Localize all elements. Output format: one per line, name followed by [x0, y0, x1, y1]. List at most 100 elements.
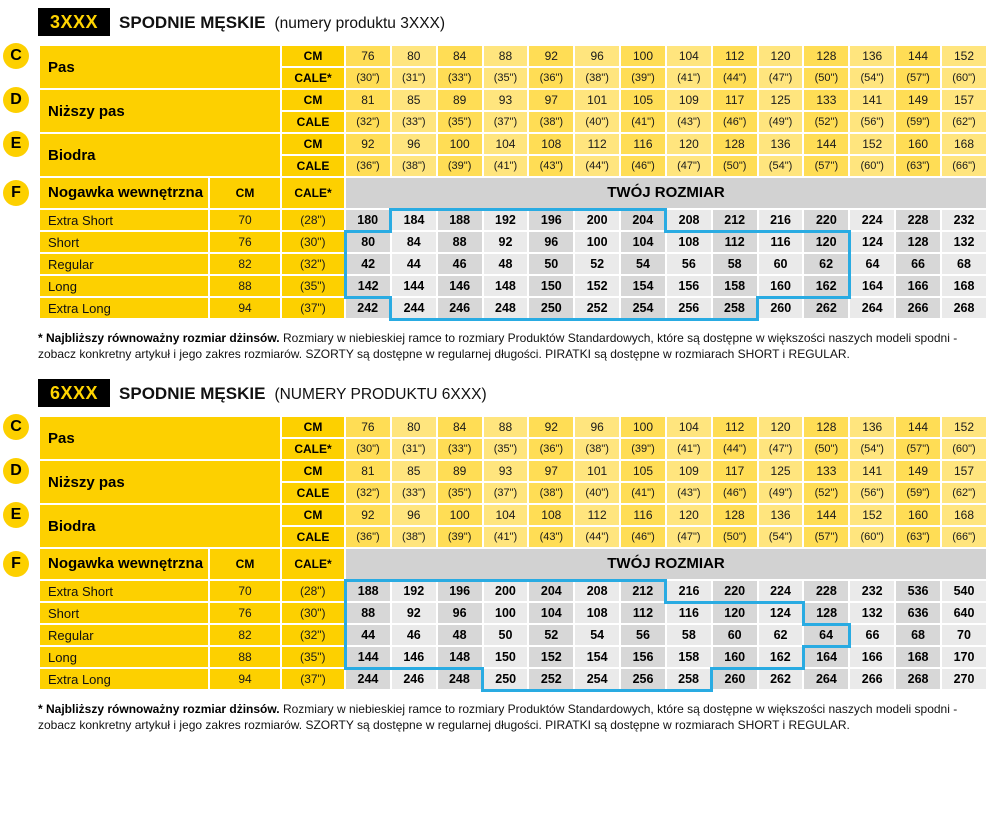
section-title: SPODNIE MĘSKIE	[119, 13, 266, 32]
leg-cm-value: 82	[207, 252, 283, 276]
measure-row-cm: Biodra CM 92 96 100 104 108 112 116 120 128 136 144 1…	[37, 132, 989, 178]
measure-value-cell: 117	[710, 459, 759, 484]
measure-value-cell: 100	[619, 415, 667, 440]
leg-cale-value: (30")	[280, 601, 347, 626]
size-value-cell: 212	[619, 578, 668, 604]
measure-value-cell: 125	[756, 88, 805, 112]
size-value-cell: 148	[435, 645, 484, 670]
size-value-cell: 124	[756, 600, 805, 626]
size-value-cell: 262	[756, 667, 805, 692]
leg-header-row: Nogawka wewnętrzna CM CALE* TWÓJ ROZMIAR	[38, 176, 988, 210]
size-value-cell: 188	[343, 578, 392, 604]
size-value-cell: 156	[619, 645, 667, 670]
size-value-cell: 108	[573, 601, 622, 626]
measure-value-cell: 120	[756, 44, 805, 68]
size-value-cell: 104	[527, 601, 576, 626]
measure-inch-cell: (32")	[344, 481, 392, 506]
measure-value-cell: 133	[802, 88, 851, 112]
measure-value-cell: 149	[894, 459, 942, 484]
measure-value-cell: 105	[619, 88, 667, 112]
measure-inch-cell: (54")	[756, 154, 805, 178]
size-value-cell: 104	[619, 230, 667, 254]
product-code-badge: 3XXX	[38, 8, 111, 36]
unit-header-cm: CM	[280, 44, 347, 68]
measure-inch-cell: (49")	[756, 481, 805, 506]
measure-inch-cell: (41")	[664, 437, 713, 462]
leg-length-label: Short	[38, 230, 210, 254]
size-value-cell: 162	[756, 645, 805, 670]
size-value-cell: 46	[435, 252, 484, 276]
leg-cm-value: 76	[207, 230, 283, 254]
size-value-cell: 188	[435, 207, 484, 232]
size-value-cell: 224	[756, 579, 805, 604]
leg-cm-header: CM	[207, 176, 283, 210]
measure-value-cell: 116	[619, 132, 667, 156]
measure-inch-cell: (32")	[344, 110, 392, 134]
measure-value-cell: 109	[664, 88, 713, 112]
size-value-cell: 256	[619, 667, 667, 692]
measure-value-cell: 92	[344, 132, 392, 156]
measure-inch-cell: (43")	[664, 110, 713, 134]
measure-value-cell: 84	[435, 44, 484, 68]
size-value-cell: 242	[344, 296, 392, 320]
measure-inch-cell: (44")	[710, 66, 759, 90]
leg-cale-value: (28")	[280, 208, 347, 232]
measure-inch-cell: (31")	[389, 66, 438, 90]
leg-cm-value: 70	[207, 579, 283, 604]
size-value-cell: 62	[756, 623, 805, 648]
size-value-cell: 216	[756, 208, 805, 232]
measure-value-cell: 112	[710, 415, 759, 440]
measure-value-cell: 93	[481, 88, 530, 112]
measure-inch-cell: (57")	[894, 437, 942, 462]
leg-label: Nogawka wewnętrzna	[38, 547, 210, 582]
size-value-cell: 168	[939, 274, 989, 298]
measure-value-cell: 120	[664, 132, 713, 156]
leg-length-label: Extra Short	[38, 208, 210, 232]
size-value-cell: 52	[573, 252, 622, 276]
measure-inch-cell: (35")	[481, 437, 530, 462]
measure-inch-cell: (52")	[802, 110, 851, 134]
measure-inch-cell: (62")	[939, 110, 989, 134]
measure-value-cell: 93	[481, 459, 530, 484]
measure-value-cell: 128	[710, 503, 759, 528]
measure-inch-cell: (50")	[802, 437, 851, 462]
size-value-cell: 220	[710, 579, 759, 604]
measure-inch-cell: (49")	[756, 110, 805, 134]
size-value-cell: 56	[619, 623, 667, 648]
size-value-cell: 640	[939, 601, 989, 626]
measure-inch-cell: (57")	[802, 525, 851, 550]
measure-value-cell: 97	[527, 88, 576, 112]
measure-inch-cell: (60")	[848, 525, 897, 550]
measure-value-cell: 92	[527, 415, 576, 440]
size-value-cell: 184	[389, 207, 438, 232]
measure-value-cell: 88	[481, 44, 530, 68]
measure-inch-cell: (59")	[894, 110, 942, 134]
measure-inch-cell: (47")	[756, 66, 805, 90]
measure-value-cell: 152	[848, 132, 897, 156]
size-value-cell: 262	[802, 296, 851, 320]
size-value-cell: 112	[619, 601, 667, 626]
size-value-cell: 250	[481, 667, 530, 692]
unit-header-cm: CM	[280, 88, 347, 112]
size-value-cell: 54	[573, 623, 622, 648]
row-letter-badge: F	[3, 551, 29, 578]
leg-cm-header: CM	[207, 547, 283, 582]
row-letter-badge: E	[3, 131, 29, 157]
measure-value-cell: 80	[389, 44, 438, 68]
measure-inch-cell: (46")	[619, 154, 667, 178]
measure-inch-cell: (41")	[481, 525, 530, 550]
leg-size-row: Extra Long 94 (37") 244 246 248 250 252 254 256 25…	[38, 667, 989, 692]
measure-inch-cell: (33")	[435, 437, 484, 462]
measure-value-cell: 160	[894, 503, 942, 528]
unit-header-cale: CALE	[280, 525, 347, 550]
size-value-cell: 92	[481, 230, 530, 254]
size-value-cell: 80	[343, 229, 392, 254]
measure-inch-cell: (57")	[802, 154, 851, 178]
measure-inch-cell: (66")	[939, 525, 989, 550]
leg-length-label: Extra Long	[38, 296, 210, 320]
measure-inch-cell: (39")	[619, 66, 667, 90]
size-value-cell: 150	[527, 274, 576, 298]
measure-value-cell: 76	[344, 44, 392, 68]
measure-inch-cell: (38")	[573, 437, 622, 462]
measure-inch-cell: (38")	[527, 110, 576, 134]
